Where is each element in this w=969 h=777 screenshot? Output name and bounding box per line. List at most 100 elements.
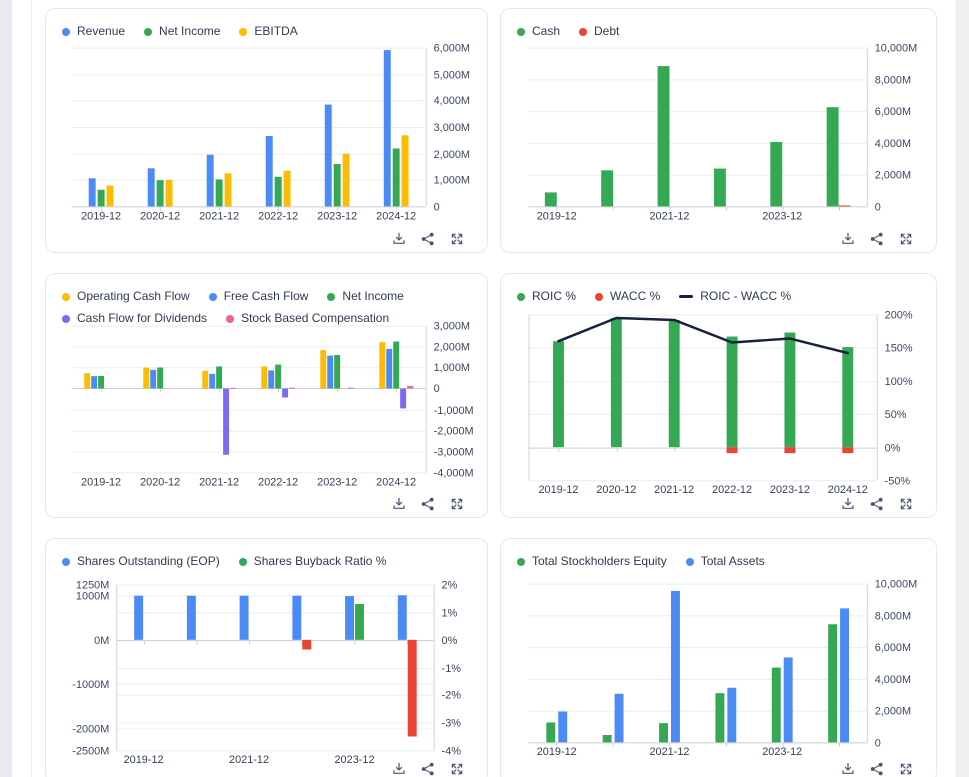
bar-free-cash-flow[interactable]: [91, 376, 98, 389]
bar-net-income[interactable]: [393, 341, 400, 389]
expand-icon[interactable]: [449, 231, 465, 247]
legend-item-debt[interactable]: Debt: [579, 22, 619, 41]
legend-item-free-cash-flow[interactable]: Free Cash Flow: [208, 287, 308, 306]
share-icon[interactable]: [420, 231, 436, 247]
bar-cash-flow-for-dividends[interactable]: [400, 388, 407, 409]
bar-roic[interactable]: [553, 341, 564, 448]
bar-shares-buyback-ratio[interactable]: [302, 639, 312, 650]
legend-item-total-stockholders-equity[interactable]: Total Stockholders Equity: [517, 552, 667, 571]
bar-revenue[interactable]: [383, 50, 391, 207]
bar-net-income[interactable]: [392, 148, 400, 207]
bar-cash[interactable]: [826, 107, 839, 207]
legend-item-roic[interactable]: ROIC %: [517, 287, 576, 306]
expand-icon[interactable]: [898, 761, 914, 777]
cash-flows-chart-canvas[interactable]: -4,000M -3,000M -2,000M -1,000M 0 1,000M 2,000…: [46, 274, 487, 517]
legend-item-net-income[interactable]: Net Income: [327, 287, 404, 306]
bar-cash-flow-for-dividends[interactable]: [223, 388, 230, 455]
bar-total-stockholders-equity[interactable]: [771, 667, 781, 743]
bar-operating-cash-flow[interactable]: [320, 350, 327, 389]
bar-cash[interactable]: [601, 170, 614, 207]
bar-free-cash-flow[interactable]: [386, 348, 393, 389]
share-icon[interactable]: [420, 761, 436, 777]
bar-operating-cash-flow[interactable]: [261, 366, 268, 389]
bar-shares-outstanding-eop[interactable]: [186, 595, 196, 640]
bar-total-assets[interactable]: [558, 711, 568, 743]
bar-shares-outstanding-eop[interactable]: [292, 595, 302, 640]
legend-item-ebitda[interactable]: EBITDA: [239, 22, 298, 41]
bar-total-assets[interactable]: [727, 687, 737, 743]
legend-item-roic-wacc[interactable]: ROIC - WACC %: [679, 287, 791, 306]
bar-total-assets[interactable]: [670, 590, 680, 743]
legend-item-net-income[interactable]: Net Income: [144, 22, 220, 41]
bar-stock-based-compensation[interactable]: [289, 387, 296, 389]
bar-total-stockholders-equity[interactable]: [659, 723, 668, 743]
bar-operating-cash-flow[interactable]: [84, 373, 91, 389]
bar-roic[interactable]: [784, 332, 796, 448]
legend-item-shares-buyback-ratio[interactable]: Shares Buyback Ratio %: [238, 552, 386, 571]
share-icon[interactable]: [420, 496, 436, 512]
legend-item-shares-outstanding-eop[interactable]: Shares Outstanding (EOP): [62, 552, 220, 571]
bar-operating-cash-flow[interactable]: [379, 342, 386, 389]
equity-assets-chart-canvas[interactable]: 0 2,000M 4,000M 6,000M 8,000M 10,000M 2019-12 2…: [501, 539, 936, 777]
bar-roic[interactable]: [842, 347, 854, 448]
roic-wacc-chart-canvas[interactable]: -50% 0% 50% 100% 150% 200% 2019-12 2020-12 2021-…: [501, 274, 936, 517]
bar-ebitda[interactable]: [165, 179, 173, 207]
bar-revenue[interactable]: [265, 136, 273, 207]
bar-free-cash-flow[interactable]: [327, 355, 334, 389]
bar-ebitda[interactable]: [283, 170, 291, 207]
expand-icon[interactable]: [898, 231, 914, 247]
bar-ebitda[interactable]: [342, 153, 350, 207]
legend-item-revenue[interactable]: Revenue: [62, 22, 125, 41]
bar-ebitda[interactable]: [106, 185, 114, 207]
bar-net-income[interactable]: [97, 189, 105, 207]
download-icon[interactable]: [391, 231, 407, 247]
bar-total-assets[interactable]: [614, 693, 624, 743]
bar-cash[interactable]: [657, 66, 670, 207]
bar-shares-outstanding-eop[interactable]: [239, 595, 249, 640]
bar-total-assets[interactable]: [783, 657, 793, 743]
bar-net-income[interactable]: [156, 180, 164, 207]
share-icon[interactable]: [869, 231, 885, 247]
bar-net-income[interactable]: [216, 366, 223, 389]
bar-wacc[interactable]: [784, 447, 796, 454]
expand-icon[interactable]: [449, 496, 465, 512]
download-icon[interactable]: [840, 496, 856, 512]
bar-operating-cash-flow[interactable]: [202, 370, 209, 389]
bar-revenue[interactable]: [147, 168, 155, 207]
bar-roic[interactable]: [726, 336, 738, 448]
bar-net-income[interactable]: [157, 367, 164, 389]
cash-debt-chart-canvas[interactable]: 0 2,000M 4,000M 6,000M 8,000M 10,000M 2019-12 2…: [501, 9, 936, 252]
bar-operating-cash-flow[interactable]: [143, 367, 150, 389]
legend-item-stock-based-compensation[interactable]: Stock Based Compensation: [226, 309, 389, 328]
legend-item-cash[interactable]: Cash: [517, 22, 560, 41]
bar-net-income[interactable]: [333, 164, 341, 207]
bar-cash[interactable]: [770, 141, 783, 207]
expand-icon[interactable]: [898, 496, 914, 512]
bar-total-assets[interactable]: [840, 608, 850, 743]
bar-revenue[interactable]: [88, 178, 96, 207]
bar-ebitda[interactable]: [401, 135, 409, 207]
download-icon[interactable]: [391, 761, 407, 777]
share-icon[interactable]: [869, 761, 885, 777]
share-icon[interactable]: [869, 496, 885, 512]
expand-icon[interactable]: [449, 761, 465, 777]
bar-wacc[interactable]: [842, 447, 854, 454]
bar-total-stockholders-equity[interactable]: [828, 624, 838, 743]
bar-total-stockholders-equity[interactable]: [602, 735, 612, 743]
bar-net-income[interactable]: [275, 364, 282, 389]
legend-item-wacc[interactable]: WACC %: [595, 287, 660, 306]
bar-shares-outstanding-eop[interactable]: [397, 595, 407, 640]
download-icon[interactable]: [840, 231, 856, 247]
bar-revenue[interactable]: [324, 104, 332, 207]
line-roic-wacc[interactable]: [557, 316, 850, 355]
bar-free-cash-flow[interactable]: [209, 373, 216, 389]
bar-shares-outstanding-eop[interactable]: [345, 596, 355, 640]
bar-net-income[interactable]: [98, 375, 105, 389]
bar-total-stockholders-equity[interactable]: [715, 693, 725, 743]
bar-revenue[interactable]: [206, 154, 214, 207]
bar-net-income[interactable]: [334, 354, 341, 389]
bar-debt[interactable]: [838, 205, 851, 207]
bar-free-cash-flow[interactable]: [268, 370, 275, 389]
bar-shares-buyback-ratio[interactable]: [407, 639, 417, 737]
